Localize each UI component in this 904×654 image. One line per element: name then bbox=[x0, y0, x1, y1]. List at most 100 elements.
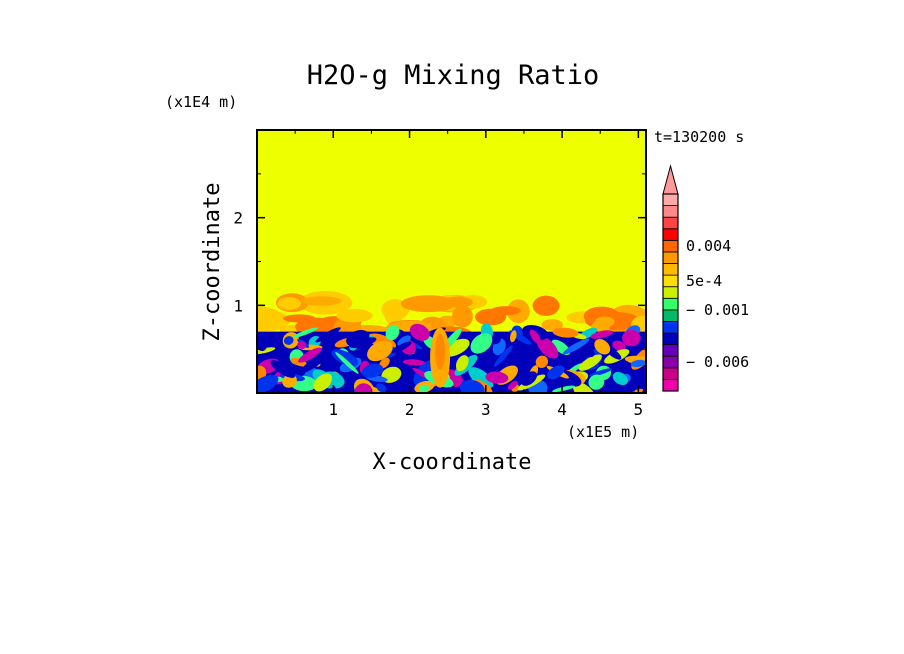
colorbar-swatch bbox=[662, 205, 679, 218]
chart-title: H2O-g Mixing Ratio bbox=[307, 60, 600, 91]
field-lower-blob bbox=[393, 381, 418, 393]
colorbar-swatch bbox=[662, 344, 679, 357]
field-plume bbox=[435, 333, 446, 370]
field-lower-blob bbox=[422, 352, 429, 359]
colorbar-swatch bbox=[662, 297, 679, 311]
field-lower-blob bbox=[376, 383, 387, 393]
field-lower-blob bbox=[612, 340, 626, 351]
field-lower-blob bbox=[418, 384, 430, 392]
colorbar-swatch bbox=[662, 263, 679, 276]
x-axis-ticks: 1 2 3 4 5 bbox=[294, 130, 644, 419]
y-tick-label: 1 bbox=[233, 296, 243, 315]
field-lower-blob bbox=[292, 327, 318, 338]
field-lower-blob bbox=[459, 379, 485, 393]
x-tick-label: 4 bbox=[557, 400, 567, 419]
y-axis-label: Z-coordinate bbox=[200, 183, 225, 342]
y-axis-ticks: 12 bbox=[233, 173, 646, 350]
x-tick-label: 3 bbox=[481, 400, 491, 419]
colorbar-swatch bbox=[662, 321, 679, 334]
field-lower-blob bbox=[409, 323, 430, 341]
field-transition-blob bbox=[400, 295, 456, 313]
field-transition-blob bbox=[532, 295, 560, 316]
field-lower-blob bbox=[397, 335, 411, 347]
field-lower-blob bbox=[536, 336, 559, 359]
field-lower-blob bbox=[297, 341, 307, 350]
colorbar-swatch bbox=[662, 286, 679, 299]
colorbar-swatch bbox=[662, 251, 679, 264]
colorbar-extend-arrow bbox=[662, 164, 679, 195]
colorbar-swatch bbox=[662, 274, 679, 288]
colorbar-label: 5e-4 bbox=[686, 272, 722, 290]
field-lower-blob bbox=[470, 333, 493, 354]
field-transition-blob bbox=[475, 308, 507, 326]
x-axis-label: X-coordinate bbox=[373, 450, 532, 475]
field-lower-blob bbox=[257, 347, 276, 355]
field-lower-blob bbox=[298, 347, 322, 363]
x-tick-label: 2 bbox=[405, 400, 415, 419]
field-lower-blob bbox=[612, 371, 628, 386]
field-lower-blob bbox=[313, 373, 332, 392]
field-lower-blob bbox=[385, 325, 400, 341]
field-lower-blob bbox=[391, 341, 412, 354]
colorbar-label: 0.004 bbox=[686, 237, 731, 255]
field-lower-blob bbox=[535, 355, 549, 369]
field-lower-blob bbox=[630, 359, 646, 368]
field-lower-blob bbox=[346, 330, 370, 347]
field-lower-blob bbox=[270, 360, 296, 378]
field-lower-blob bbox=[283, 336, 294, 345]
colorbar: 0.004 5e-4 − 0.001 − 0.006 bbox=[662, 164, 749, 392]
colorbar-swatch bbox=[662, 228, 679, 241]
field-transition-blob bbox=[541, 319, 563, 331]
field-lower-blob bbox=[485, 371, 509, 384]
colorbar-swatch bbox=[662, 379, 679, 392]
field-lower-blob bbox=[622, 329, 641, 347]
field-lower-blob bbox=[562, 338, 590, 355]
colorbar-swatch bbox=[662, 332, 679, 346]
colorbar-swatch bbox=[662, 367, 679, 380]
colorbar-frame bbox=[662, 193, 679, 392]
field-lower-blob bbox=[547, 365, 565, 380]
time-label: t=130200 s bbox=[654, 128, 744, 146]
contour-field bbox=[257, 130, 646, 393]
y-scale-label: (x1E4 m) bbox=[165, 93, 237, 111]
field-lower-blob bbox=[594, 339, 611, 355]
field-transition-blob bbox=[336, 309, 373, 323]
x-tick-label: 5 bbox=[634, 400, 644, 419]
colorbar-label: − 0.001 bbox=[686, 301, 749, 319]
field-lower-blob bbox=[300, 354, 327, 374]
x-scale-label: (x1E5 m) bbox=[567, 423, 639, 441]
field-transition-blob bbox=[277, 297, 301, 310]
field-transition-blob bbox=[452, 305, 473, 328]
field-transition-blob bbox=[257, 309, 290, 332]
field-lower-blob bbox=[335, 352, 359, 374]
y-tick-label: 2 bbox=[233, 209, 243, 228]
field-transition-blob bbox=[441, 296, 473, 308]
field-lower-blob bbox=[402, 359, 426, 366]
field-lower-blob bbox=[468, 367, 494, 389]
field-lower-blob bbox=[455, 355, 469, 372]
field-lower-blob bbox=[509, 330, 517, 343]
field-transition-blob bbox=[283, 314, 316, 323]
colorbar-swatch bbox=[662, 239, 679, 253]
field-lower-blob bbox=[521, 371, 538, 386]
field-lower-blob bbox=[494, 345, 513, 367]
field-lower-blob bbox=[590, 330, 614, 339]
colorbar-swatch bbox=[662, 193, 679, 206]
field-lower-blob bbox=[507, 380, 518, 390]
field-lower-blob bbox=[361, 363, 384, 378]
x-tick-label: 1 bbox=[328, 400, 338, 419]
colorbar-swatch bbox=[662, 355, 679, 369]
field-lower-blob bbox=[552, 385, 575, 393]
colorbar-swatch bbox=[662, 309, 679, 322]
field-lower-blob bbox=[588, 368, 613, 377]
field-lower-blob bbox=[578, 354, 602, 371]
field-lower-blob bbox=[367, 340, 393, 362]
field-lower-blob bbox=[315, 327, 341, 343]
field-lower-blob bbox=[379, 357, 390, 369]
colorbar-label: − 0.006 bbox=[686, 353, 749, 371]
field-lower-blob bbox=[552, 327, 579, 338]
field-lower-blob bbox=[588, 374, 605, 390]
field-lower-blob bbox=[529, 329, 541, 344]
field-transition-blob bbox=[300, 296, 342, 306]
